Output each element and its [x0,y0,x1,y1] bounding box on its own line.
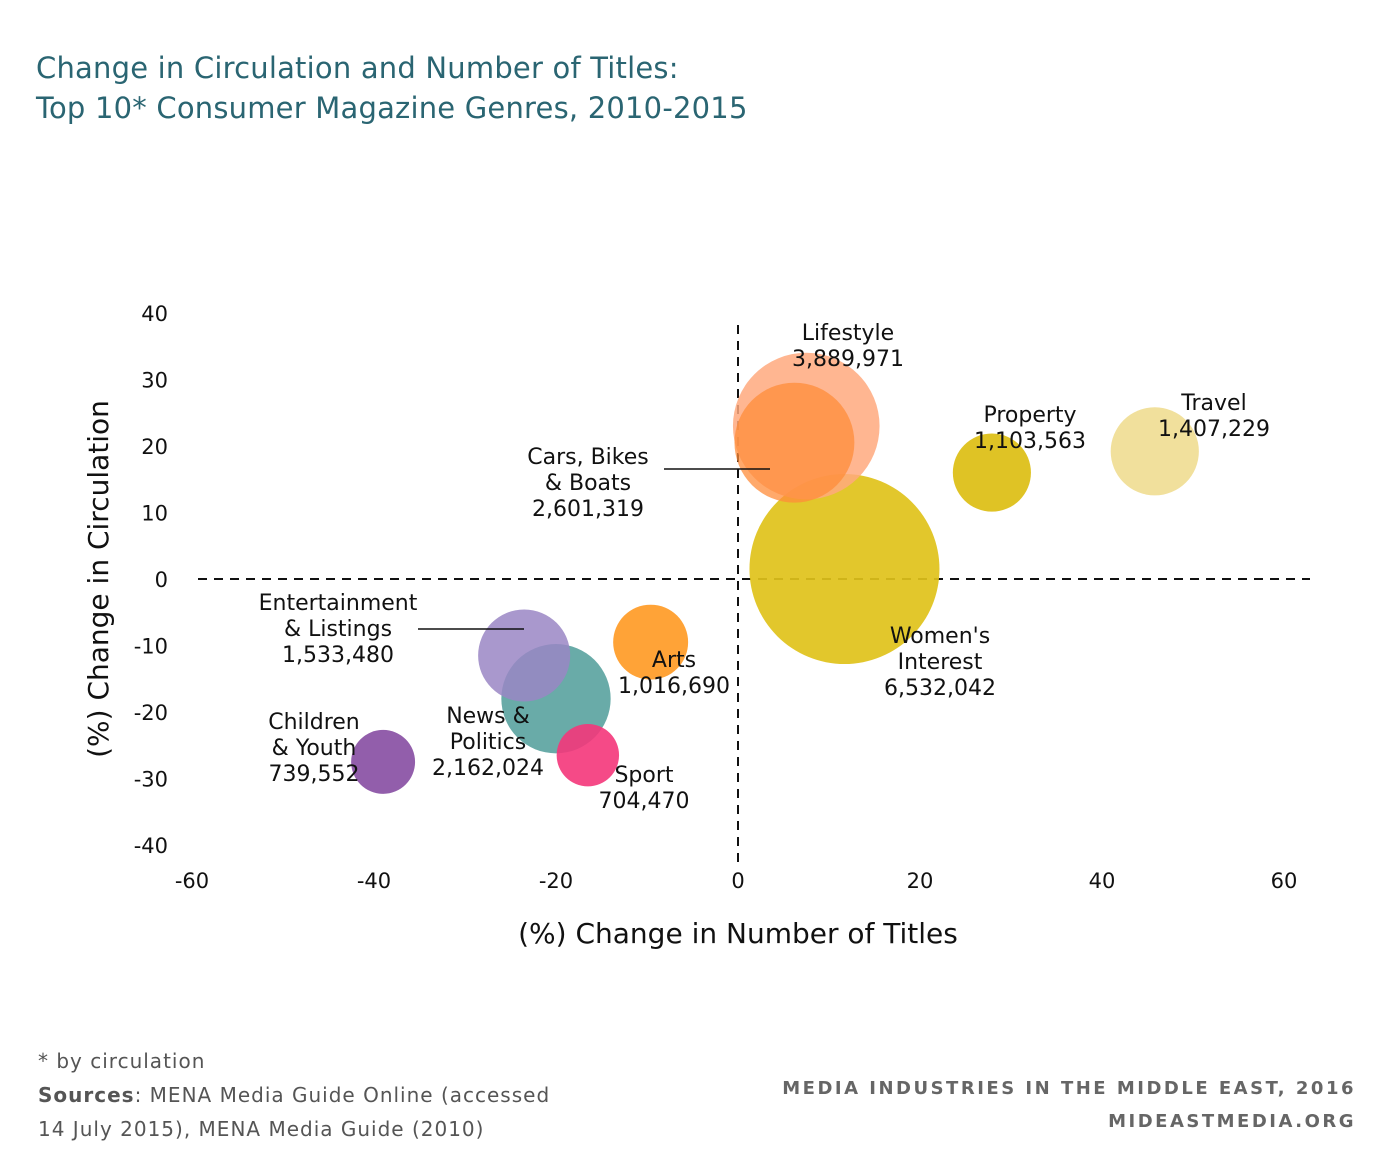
bubble-entertainment-listings [478,609,571,702]
label-property-line: Property [983,403,1076,428]
footnote-sources-line2: 14 July 2015), MENA Media Guide (2010) [38,1117,485,1141]
y-tick-label: 30 [141,369,168,393]
label-property-value: 1,103,563 [974,429,1086,454]
bubble-sport [556,724,620,787]
y-tick-label: -30 [134,768,168,792]
label-children-youth-line: Children [268,710,360,735]
y-axis-title: (%) Change in Circulation [82,400,115,758]
label-cars-bikes-boats-line: & Boats [545,471,631,496]
sources-label: Sources [38,1083,135,1107]
bubble-women-s-interest [749,474,940,665]
label-women-s-interest-value: 6,532,042 [884,676,996,701]
x-tick-label: -60 [175,869,209,893]
label-lifestyle-value: 3,889,971 [792,347,904,372]
branding: MEDIA INDUSTRIES IN THE MIDDLE EAST, 201… [782,1072,1356,1138]
footnote-sources: Sources: MENA Media Guide Online (access… [38,1078,550,1112]
x-tick-label: -40 [357,869,391,893]
label-women-s-interest-line: Interest [898,650,983,675]
x-tick-label: 0 [731,869,744,893]
x-tick-label: 60 [1271,869,1298,893]
y-tick-label: -20 [134,701,168,725]
label-entertainment-listings-line: Entertainment [259,591,418,616]
footnote-asterisk: * by circulation [38,1049,206,1073]
chart-title-line1: Change in Circulation and Number of Titl… [36,51,679,85]
x-tick-label: 40 [1089,869,1116,893]
branding-line1: MEDIA INDUSTRIES IN THE MIDDLE EAST, 201… [782,1078,1356,1099]
label-arts-line: Arts [652,648,696,673]
bubble-travel [1110,407,1199,496]
sources-text: : MENA Media Guide Online (accessed [134,1083,551,1107]
label-women-s-interest-line: Women's [890,624,990,649]
label-sport-value: 704,470 [599,789,690,814]
label-lifestyle-line: Lifestyle [802,321,894,346]
bubble-property [952,433,1031,512]
branding-line2: MIDEASTMEDIA.ORG [1108,1111,1356,1132]
label-news-politics-line: News & [446,704,530,729]
label-cars-bikes-boats-value: 2,601,319 [532,497,644,522]
bubble-children-youth [351,729,416,794]
y-tick-label: 40 [141,302,168,326]
label-news-politics-line: Politics [450,730,526,755]
label-news-politics-value: 2,162,024 [432,756,544,781]
footnote: * by circulation Sources: MENA Media Gui… [38,1044,550,1146]
x-axis-title: (%) Change in Number of Titles [518,917,958,950]
label-travel-line: Travel [1180,391,1246,416]
label-children-youth-line: & Youth [272,736,357,761]
label-arts-value: 1,016,690 [618,674,730,699]
y-tick-label: -40 [134,834,168,858]
y-tick-label: 0 [155,568,168,592]
x-tick-label: 20 [907,869,934,893]
chart-title-line2: Top 10* Consumer Magazine Genres, 2010-2… [36,91,748,125]
label-travel-value: 1,407,229 [1158,417,1270,442]
label-cars-bikes-boats-line: Cars, Bikes [527,445,649,470]
label-entertainment-listings-line: & Listings [284,617,392,642]
label-sport-line: Sport [614,763,673,788]
x-tick-label: -20 [539,869,573,893]
label-children-youth-value: 739,552 [269,762,360,787]
chart-title: Change in Circulation and Number of Titl… [36,48,748,128]
y-tick-label: 20 [141,435,168,459]
bubble-arts [613,604,689,680]
y-tick-label: 10 [141,502,168,526]
bubble-cars-bikes-boats [734,382,855,503]
label-entertainment-listings-value: 1,533,480 [282,643,394,668]
y-tick-label: -10 [134,635,168,659]
